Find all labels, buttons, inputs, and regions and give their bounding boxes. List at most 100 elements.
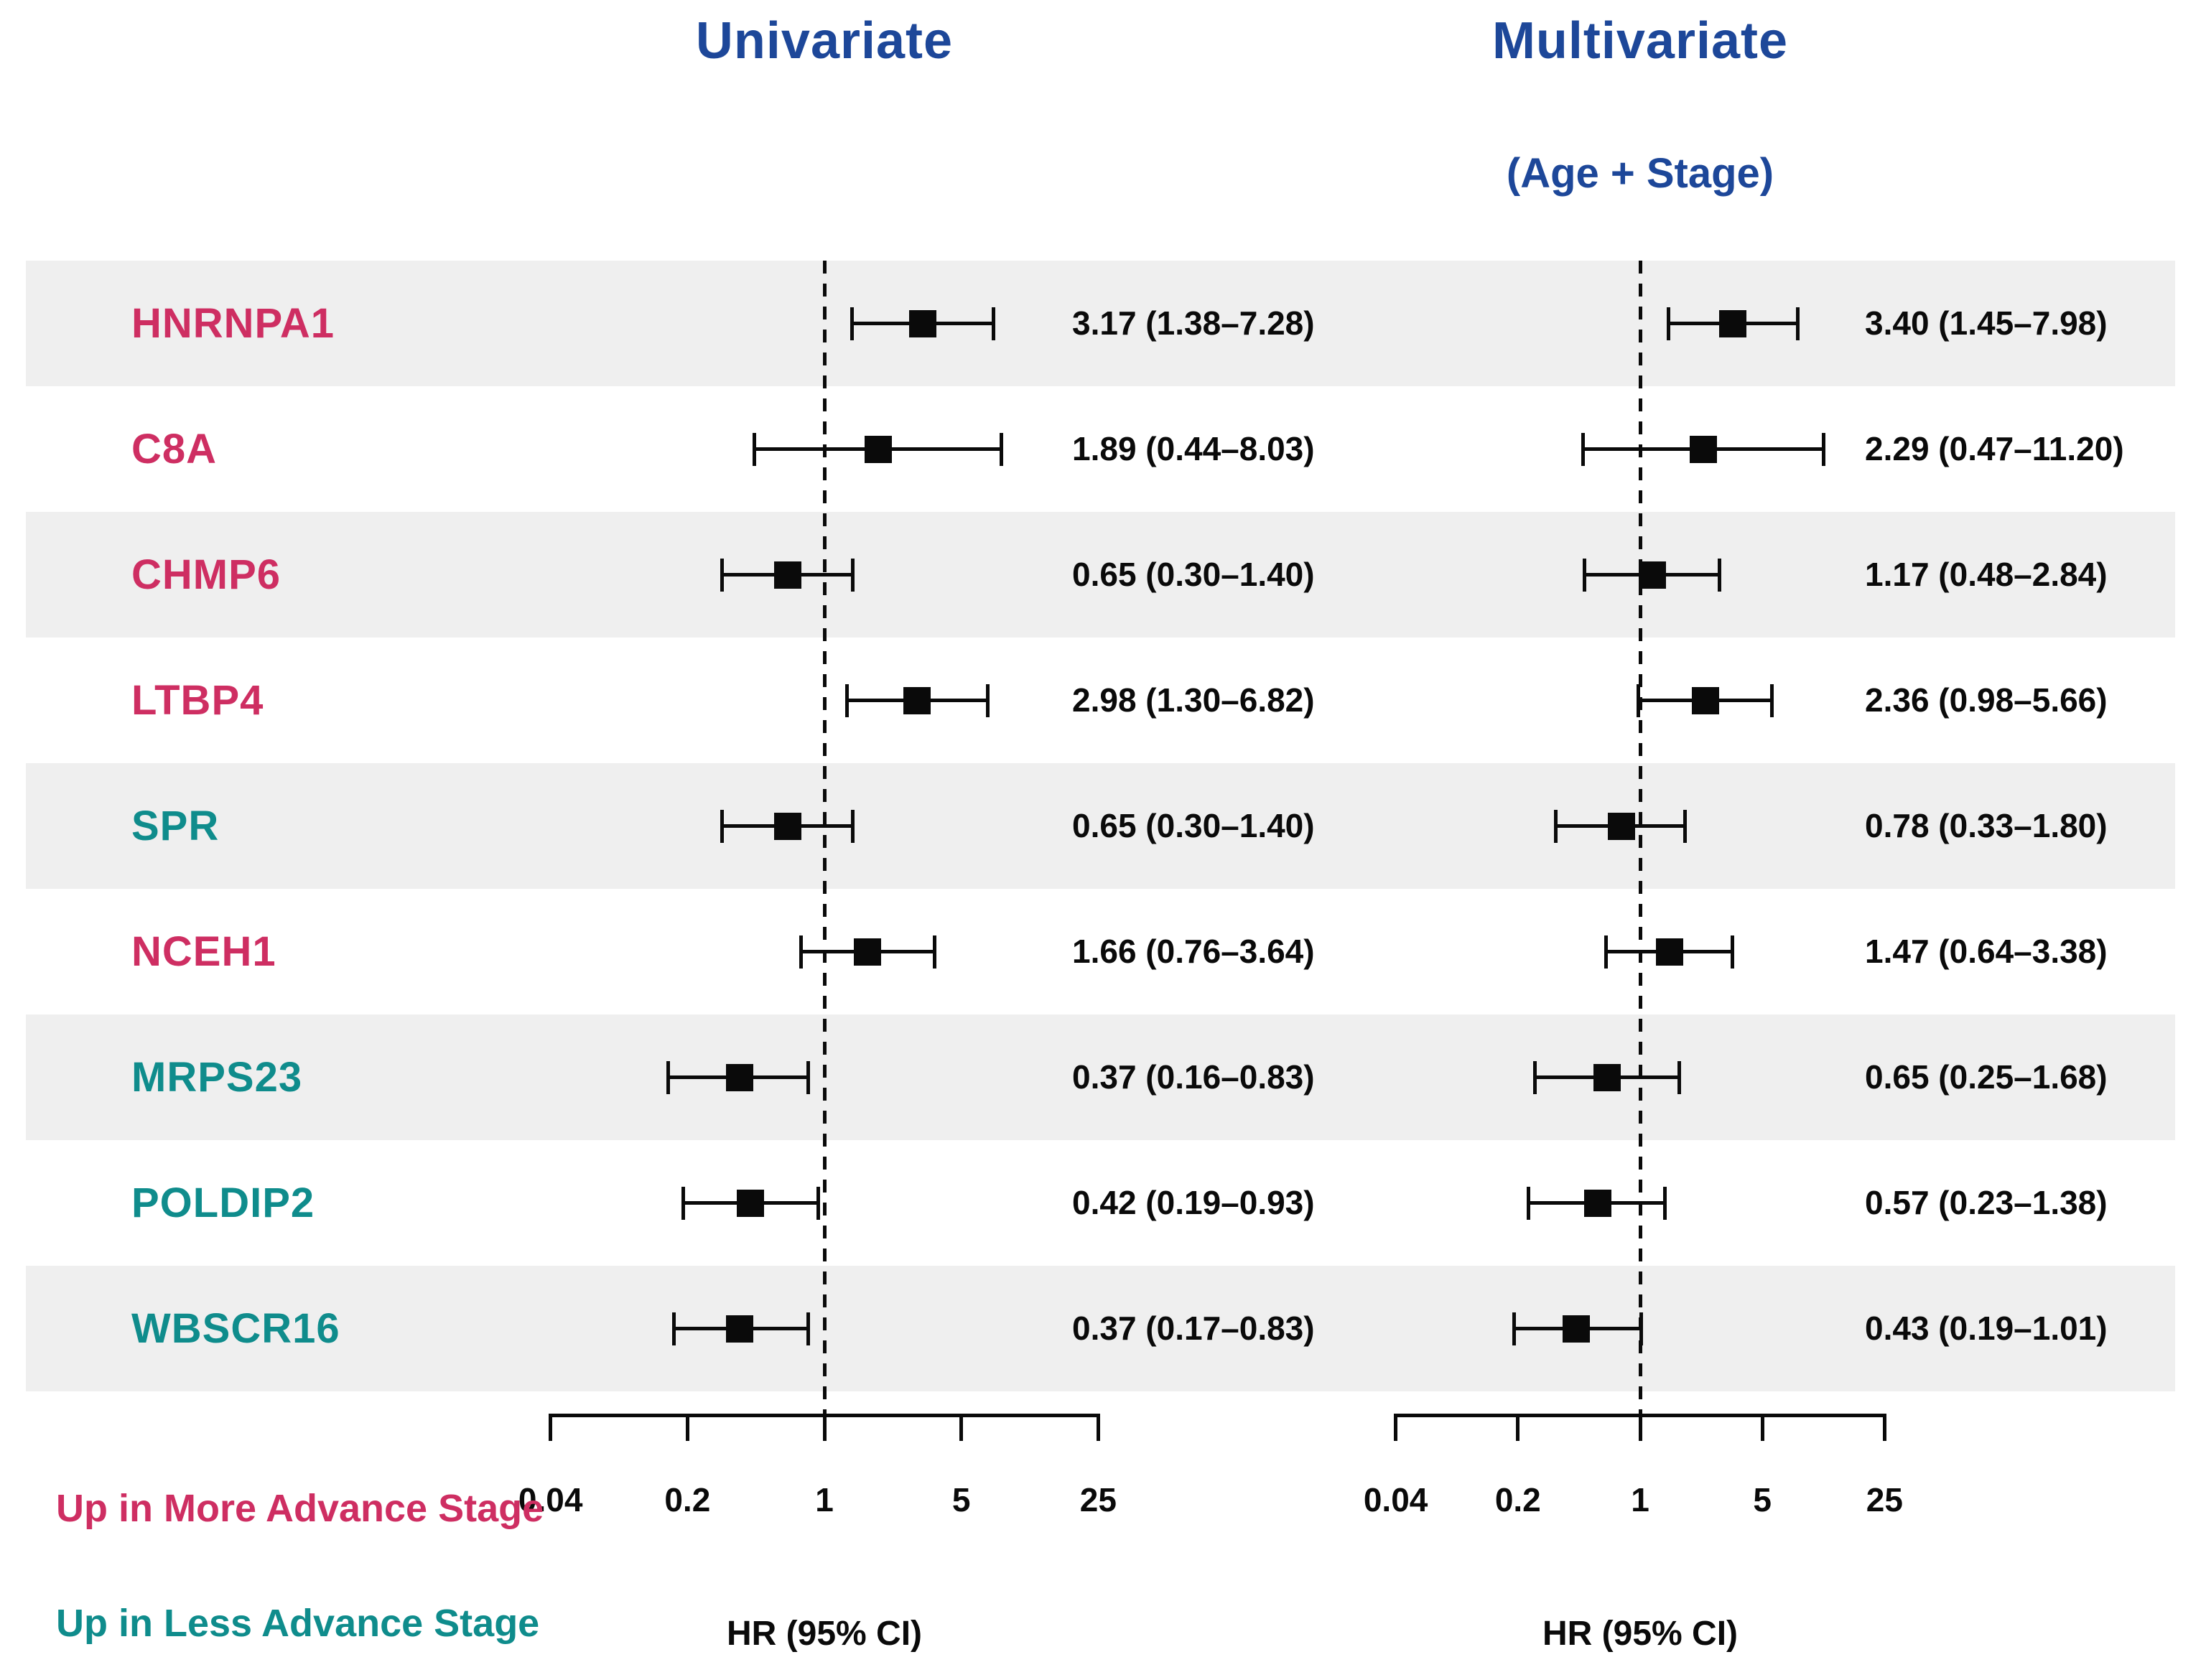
- hr-marker: [1689, 435, 1717, 463]
- ci-cap-left: [720, 809, 724, 843]
- axis-tick-label: 0.2: [1494, 1481, 1541, 1518]
- hr-ci-text: 0.37 (0.17–0.83): [1072, 1310, 1315, 1347]
- hr-marker: [903, 686, 931, 714]
- hr-ci-text: 0.78 (0.33–1.80): [1865, 807, 2108, 844]
- ci-cap-right: [1796, 307, 1800, 340]
- ci-cap-left: [753, 432, 757, 466]
- hr-marker: [854, 938, 882, 966]
- ci-cap-left: [844, 683, 849, 717]
- axis-tick: [1096, 1414, 1100, 1441]
- ci-cap-right: [816, 1186, 820, 1220]
- ci-cap-right: [806, 1060, 811, 1094]
- table-row-band: [26, 638, 2175, 763]
- table-row-band: [26, 763, 2175, 889]
- legend-up-less: Up in Less Advance Stage: [56, 1602, 540, 1645]
- axis-tick: [822, 1414, 827, 1441]
- hr-marker: [1607, 812, 1635, 840]
- hr-ci-text: 2.36 (0.98–5.66): [1865, 681, 2108, 719]
- hr-marker: [1583, 1189, 1611, 1217]
- gene-label: C8A: [131, 426, 218, 472]
- gene-label: MRPS23: [131, 1054, 303, 1101]
- gene-label: SPR: [131, 803, 220, 849]
- axis-tick: [685, 1414, 689, 1441]
- hr-ci-text: 1.47 (0.64–3.38): [1865, 933, 2108, 970]
- ci-cap-right: [806, 1312, 811, 1345]
- table-row-band: [26, 261, 2175, 386]
- gene-label: POLDIP2: [131, 1180, 315, 1226]
- ci-cap-right: [1731, 935, 1735, 969]
- ci-cap-left: [1581, 432, 1585, 466]
- ci-cap-left: [799, 935, 803, 969]
- reference-line-uni: [822, 261, 827, 1414]
- hr-ci-text: 1.66 (0.76–3.64): [1072, 933, 1315, 970]
- hr-ci-text: 0.37 (0.16–0.83): [1072, 1058, 1315, 1096]
- table-row-band: [26, 1140, 2175, 1266]
- axis-tick: [1882, 1414, 1886, 1441]
- gene-label: CHMP6: [131, 551, 281, 598]
- ci-cap-left: [850, 307, 854, 340]
- ci-cap-right: [1677, 1060, 1682, 1094]
- reference-line-multi: [1638, 261, 1642, 1414]
- ci-cap-right: [932, 935, 936, 969]
- ci-cap-left: [671, 1312, 676, 1345]
- ci-cap-left: [1666, 307, 1670, 340]
- hr-marker: [726, 1315, 754, 1343]
- ci-cap-right: [1717, 558, 1721, 592]
- ci-cap-right: [991, 307, 995, 340]
- hr-ci-text: 0.43 (0.19–1.01): [1865, 1310, 2108, 1347]
- ci-cap-left: [1512, 1312, 1516, 1345]
- axis-tick: [1516, 1414, 1520, 1441]
- ci-cap-left: [666, 1060, 671, 1094]
- hr-marker: [1562, 1315, 1590, 1343]
- axis-tick-label: 25: [1079, 1481, 1117, 1518]
- gene-label: LTBP4: [131, 677, 264, 724]
- hr-ci-text: 2.98 (1.30–6.82): [1072, 681, 1315, 719]
- hr-marker: [1593, 1063, 1621, 1091]
- ci-cap-right: [985, 683, 990, 717]
- hr-marker: [1638, 561, 1666, 589]
- axis-tick-label: 25: [1866, 1481, 1903, 1518]
- hr-marker: [1691, 686, 1719, 714]
- panel-title-multivariate: Multivariate: [1491, 12, 1789, 70]
- panel-subtitle-age-stage: (Age + Stage): [1506, 150, 1774, 197]
- axis-tick-label: 0.04: [1363, 1481, 1428, 1518]
- axis-tick-label: 1: [815, 1481, 834, 1518]
- gene-label: NCEH1: [131, 928, 276, 975]
- ci-cap-left: [1527, 1186, 1531, 1220]
- table-row-band: [26, 512, 2175, 638]
- axis-tick: [549, 1414, 553, 1441]
- ci-cap-right: [1769, 683, 1774, 717]
- hr-ci-text: 3.17 (1.38–7.28): [1072, 304, 1315, 342]
- axis-label-univariate: HR (95% CI): [726, 1615, 923, 1653]
- hr-ci-text: 0.42 (0.19–0.93): [1072, 1184, 1315, 1221]
- hr-ci-text: 2.29 (0.47–11.20): [1865, 430, 2124, 467]
- ci-cap-right: [1000, 432, 1004, 466]
- hr-marker: [908, 309, 936, 337]
- axis-tick: [959, 1414, 964, 1441]
- gene-label: HNRNPA1: [131, 300, 335, 347]
- axis-tick-label: 0.2: [664, 1481, 711, 1518]
- axis-tick-label: 5: [1753, 1481, 1772, 1518]
- hr-ci-text: 0.65 (0.30–1.40): [1072, 556, 1315, 593]
- axis-label-multivariate: HR (95% CI): [1542, 1615, 1739, 1653]
- ci-cap-right: [851, 809, 855, 843]
- axis-tick: [1638, 1414, 1642, 1441]
- hr-marker: [865, 435, 893, 463]
- ci-cap-left: [1554, 809, 1558, 843]
- hr-marker: [773, 812, 801, 840]
- ci-cap-left: [681, 1186, 685, 1220]
- hr-ci-text: 0.65 (0.30–1.40): [1072, 807, 1315, 844]
- table-row-band: [26, 889, 2175, 1014]
- ci-cap-right: [1662, 1186, 1667, 1220]
- hr-marker: [726, 1063, 754, 1091]
- hr-ci-text: 0.57 (0.23–1.38): [1865, 1184, 2108, 1221]
- ci-cap-right: [851, 558, 855, 592]
- axis-tick: [1760, 1414, 1764, 1441]
- hr-marker: [1719, 309, 1747, 337]
- hr-ci-text: 1.89 (0.44–8.03): [1072, 430, 1315, 467]
- axis-tick-label: 5: [951, 1481, 971, 1518]
- ci-cap-right: [1821, 432, 1825, 466]
- panel-title-univariate: Univariate: [695, 12, 954, 70]
- ci-cap-left: [1604, 935, 1609, 969]
